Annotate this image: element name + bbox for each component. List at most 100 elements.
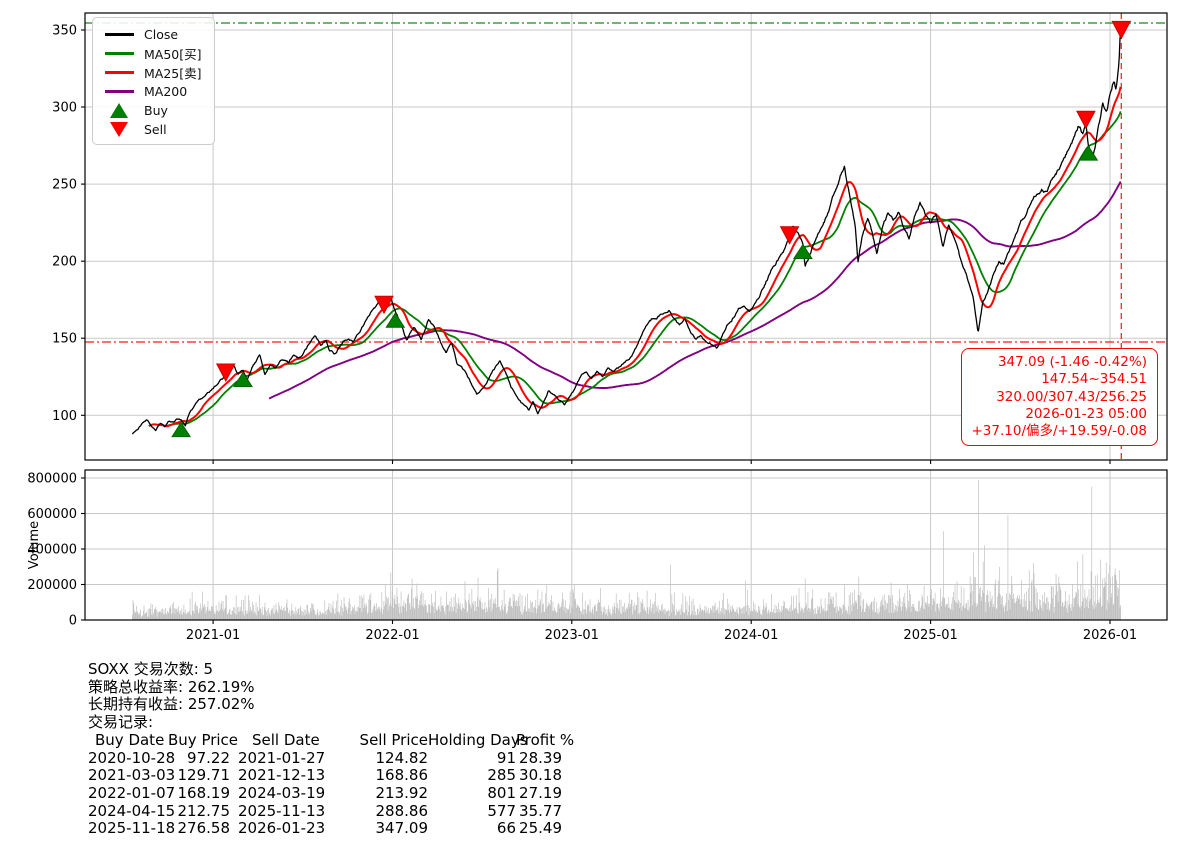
trade-cell: 212.75 [177,801,231,820]
trade-cell: 2025-11-13 [238,801,326,820]
buy-markers [171,145,1099,438]
trade-cell: 2024-04-15 [88,801,176,820]
buy-marker [792,243,813,259]
volume-bars [132,479,1121,620]
legend-label: MA200 [144,84,188,99]
chart-canvas: 100 150 200 250 300 350 0 200000 400000 600000 800… [27,12,1168,643]
sell-marker-icon [103,122,135,137]
trade-cell: 2021-03-03 [88,766,176,785]
ma200-line [268,181,1122,400]
sell-marker [215,363,236,383]
axis-ticks: 100 150 200 250 300 350 0 200000 400000 600000 800… [27,23,1137,643]
tick-label: 200 [52,255,77,270]
volume-axis-label: Volume [27,521,42,569]
col-header-holding-days: Holding Days [428,730,528,749]
tick-label: 2024-01 [724,628,778,643]
trade-cell: 288.86 [375,801,429,820]
tick-label: 150 [52,332,77,347]
ma200-line-swatch [103,90,135,93]
trade-cell: 168.19 [177,783,231,802]
legend-item-close: Close [103,25,202,44]
col-header-buy-price: Buy Price [168,730,239,749]
trade-cell: 2026-01-23 [238,819,326,838]
sell-marker [1111,20,1132,40]
trade-cell: 577 [487,801,516,820]
buy-marker [171,421,192,438]
trade-cell: 213.92 [375,783,429,802]
hold-return-line: 长期持有收益: 257.02% [88,695,255,714]
legend-label: MA25[卖] [144,66,202,81]
strategy-return-line: 策略总收益率: 262.19% [88,677,255,696]
annotation-signal-line: +37.10/偏多/+19.59/-0.08 [971,423,1148,440]
trade-cell: 25.49 [519,819,562,838]
trade-cell: 276.58 [177,819,231,838]
trade-log-title: 交易记录: [88,713,154,732]
annotation-ma-line: 320.00/307.43/256.25 [996,388,1147,405]
legend-label: Close [144,27,179,42]
trade-cell: 35.77 [519,801,562,820]
trade-cell: 97.22 [187,748,230,767]
trade-cell: 2020-10-28 [88,748,176,767]
legend-item-ma50: MA50[买] [103,44,202,63]
tick-label: 300 [52,101,77,116]
close-line-swatch [103,33,135,36]
legend-item-buy: Buy [103,101,202,120]
tick-label: 2025-01 [903,628,957,643]
ma25-line [148,86,1122,428]
tick-label: 2026-01 [1083,628,1137,643]
price-panel-frame [84,12,1168,461]
buy-marker-icon [103,103,135,118]
tick-label: 800000 [27,471,77,486]
close-line [131,34,1122,435]
trade-cell: 66 [496,819,516,838]
sell-markers [215,20,1132,383]
tick-label: 2022-01 [365,628,419,643]
ma25-line-swatch [103,71,135,74]
buy-marker [233,371,253,387]
buy-marker [1078,145,1099,161]
legend: Close MA50[买] MA25[卖] MA200 Buy Sell [92,17,215,145]
legend-item-ma200: MA200 [103,82,202,101]
trade-cell: 168.86 [375,766,429,785]
tick-label: 600000 [27,507,77,522]
trade-cell: 124.82 [375,748,429,767]
legend-item-ma25: MA25[卖] [103,63,202,82]
strategy-stats: SOXX 交易次数: 5 策略总收益率: 262.19% 长期持有收益: 257… [88,660,574,838]
trades-table: Buy Date Buy Price Sell Date Sell Price … [88,730,574,838]
tick-label: 200000 [27,578,77,593]
quote-annotation-box: 347.09 (-1.46 -0.42%) 147.54~354.51 320.… [960,348,1158,447]
annotation-date-line: 2026-01-23 05:00 [1025,405,1147,422]
tick-label: 100 [52,409,77,424]
col-header-buy-date: Buy Date [95,730,165,749]
trade-cell: 2025-11-18 [88,819,176,838]
legend-label: MA50[买] [144,47,202,62]
trade-cell: 2024-03-19 [238,783,326,802]
legend-label: Buy [144,103,168,118]
gridlines [85,13,1167,620]
trade-cell: 2022-01-07 [88,783,176,802]
sell-marker [1076,110,1096,130]
trade-cell: 28.39 [519,748,562,767]
sell-marker [779,226,800,245]
volume-panel-frame [84,469,1168,621]
ma50-line-swatch [103,52,135,55]
tick-label: 2021-01 [186,628,240,643]
buy-marker [385,312,406,328]
sell-marker [374,295,394,315]
trade-cell: 285 [487,766,516,785]
tick-label: 350 [52,23,77,38]
panel-frames [84,12,1168,621]
tick-label: 2023-01 [545,628,599,643]
trade-cell: 347.09 [375,819,429,838]
trade-count-line: SOXX 交易次数: 5 [88,660,214,678]
tick-label: 250 [52,178,77,193]
annotation-range-line: 147.54~354.51 [1041,371,1147,388]
trade-cell: 27.19 [519,783,562,802]
tick-label: 0 [69,614,77,629]
trade-cell: 2021-12-13 [238,766,326,785]
trade-cell: 2021-01-27 [238,748,326,767]
trade-cell: 91 [496,748,516,767]
trade-cell: 30.18 [519,766,562,785]
legend-item-sell: Sell [103,120,202,139]
